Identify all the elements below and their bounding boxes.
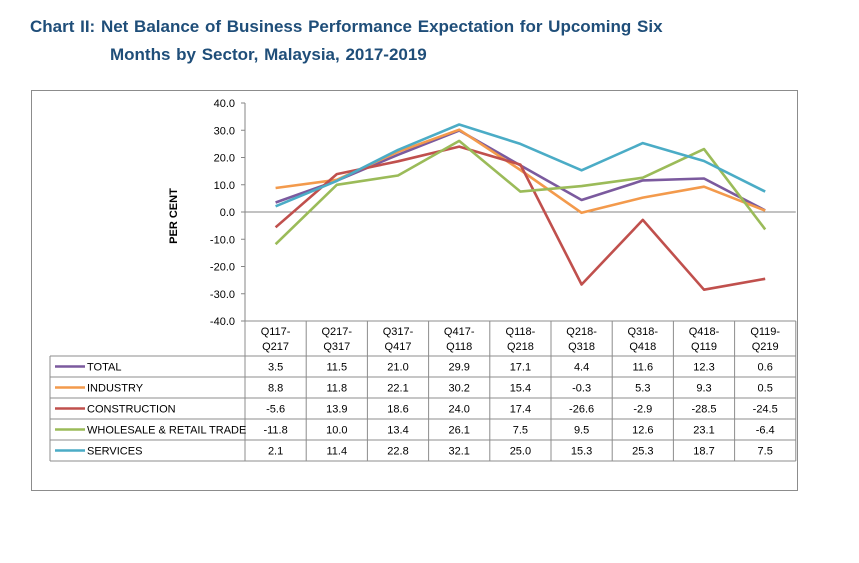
table-cell-value: -11.8	[263, 425, 287, 437]
y-tick-label: -40.0	[210, 316, 235, 328]
x-category-label-line2: Q417	[385, 341, 412, 353]
table-cell-value: 7.5	[758, 446, 773, 458]
legend-series-name: SERVICES	[87, 446, 142, 458]
table-cell-value: 26.1	[448, 425, 469, 437]
table-cell-value: 0.5	[758, 383, 773, 395]
table-cell-value: 9.3	[696, 383, 711, 395]
table-cell-value: 13.4	[387, 425, 408, 437]
table-cell-value: 17.1	[510, 362, 531, 374]
table-cell-value: -6.4	[756, 425, 775, 437]
x-category-label-line1: Q118-	[506, 326, 536, 338]
x-category-label-line2: Q318	[568, 341, 595, 353]
table-cell-value: 11.5	[327, 362, 348, 374]
x-category-label-line2: Q418	[629, 341, 656, 353]
table-cell-value: 2.1	[268, 446, 283, 458]
y-tick-label: 40.0	[214, 98, 235, 110]
legend-series-name: INDUSTRY	[87, 383, 144, 395]
x-category-label-line2: Q218	[507, 341, 534, 353]
x-category-label-line2: Q217	[262, 341, 289, 353]
data-table: Q117- Q217 Q217- Q317 Q317- Q417 Q417- Q118 Q118…	[49, 320, 797, 462]
y-tick-label: 20.0	[214, 153, 235, 165]
table-cell-value: -28.5	[691, 404, 716, 416]
table-cell-value: 10.0	[326, 425, 347, 437]
y-tick-label: -30.0	[210, 289, 235, 301]
x-category-label-line1: Q317-	[383, 326, 414, 338]
table-cell-value: 3.5	[268, 362, 283, 374]
y-axis-title: PER CENT	[168, 188, 180, 244]
table-cell-value: 21.0	[387, 362, 408, 374]
table-cell-value: 11.6	[633, 362, 654, 374]
table-cell-value: 29.9	[448, 362, 469, 374]
series-line-construction	[274, 145, 766, 292]
x-category-label-line2: Q119	[691, 341, 717, 353]
table-cell-value: 8.8	[268, 383, 283, 395]
x-category-label-line1: Q418-	[689, 326, 720, 338]
table-cell-value: 30.2	[448, 383, 469, 395]
table-cell-value: 0.6	[758, 362, 773, 374]
y-tick-label: 0.0	[220, 207, 235, 219]
table-cell-value: 24.0	[448, 404, 469, 416]
table-cell-value: 12.3	[693, 362, 714, 374]
x-category-label-line1: Q217-	[322, 326, 353, 338]
y-tick-label: 30.0	[214, 125, 235, 137]
table-cell-value: 11.4	[327, 446, 348, 458]
x-category-label-line1: Q417-	[444, 326, 475, 338]
table-cell-value: -26.6	[569, 404, 594, 416]
chart-title-line-1: Chart II: Net Balance of Business Perfor…	[30, 17, 663, 36]
table-cell-value: 25.3	[632, 446, 653, 458]
table-cell-value: 12.6	[632, 425, 653, 437]
x-category-label-line2: Q118	[446, 341, 472, 353]
table-cell-value: 4.4	[574, 362, 589, 374]
y-tick-label: -20.0	[210, 262, 235, 274]
table-cell-value: 15.4	[510, 383, 531, 395]
chart-frame	[31, 90, 798, 491]
table-cell-value: 32.1	[448, 446, 469, 458]
series-lines	[274, 123, 767, 292]
table-cell-value: -2.9	[633, 404, 652, 416]
table-cell-value: -5.6	[266, 404, 285, 416]
table-cell-value: 7.5	[513, 425, 528, 437]
table-cell-value: 22.1	[387, 383, 408, 395]
y-tick-label: 10.0	[214, 180, 235, 192]
table-cell-value: 9.5	[574, 425, 589, 437]
table-cell-value: 18.7	[693, 446, 714, 458]
table-cell-value: 18.6	[387, 404, 408, 416]
table-cell-value: 13.9	[326, 404, 347, 416]
series-line-services	[275, 123, 766, 208]
series-line-wholesale-retail-trade	[274, 139, 767, 246]
table-cell-value: 5.3	[635, 383, 650, 395]
x-category-label-line2: Q317	[323, 341, 350, 353]
legend-series-name: TOTAL	[87, 362, 121, 374]
table-cell-value: 15.3	[571, 446, 592, 458]
table-cell-value: 17.4	[510, 404, 531, 416]
x-category-label-line1: Q318-	[628, 326, 659, 338]
x-category-label-line2: Q219	[752, 341, 779, 353]
table-cell-value: 22.8	[387, 446, 408, 458]
axes: 40.0 30.0 20.0 10.0 0.0 -10.0 -20.0 -30.0 -40.0 P…	[168, 98, 796, 328]
x-category-label-line1: Q218-	[566, 326, 597, 338]
chart-title-line-2: Months by Sector, Malaysia, 2017-2019	[110, 45, 427, 64]
table-cell-value: 23.1	[693, 425, 714, 437]
table-cell-value: -24.5	[753, 404, 778, 416]
table-cell-value: 11.8	[327, 383, 348, 395]
table-cell-value: -0.3	[572, 383, 591, 395]
x-category-label-line1: Q117-	[261, 326, 291, 338]
table-cell-value: 25.0	[510, 446, 531, 458]
y-tick-label: -10.0	[210, 234, 235, 246]
legend-series-name: WHOLESALE & RETAIL TRADE	[87, 425, 246, 437]
legend-series-name: CONSTRUCTION	[87, 404, 176, 416]
x-category-label-line1: Q119-	[750, 326, 780, 338]
